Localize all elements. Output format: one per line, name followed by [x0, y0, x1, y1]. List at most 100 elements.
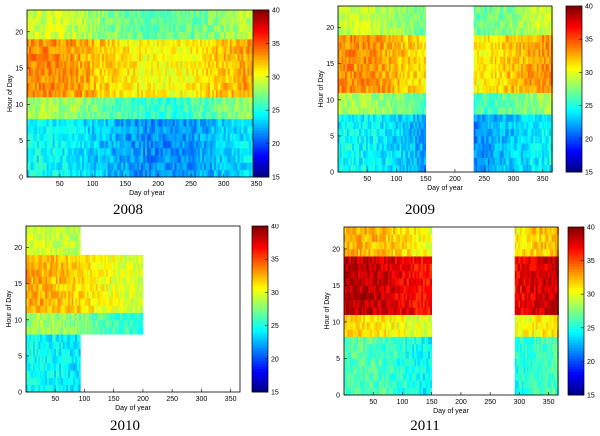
heatmap-cell — [186, 46, 189, 54]
heatmap-cell — [209, 75, 213, 83]
heatmap-cell — [62, 75, 65, 83]
heatmap-cell — [125, 31, 128, 40]
heatmap-cell — [346, 92, 349, 101]
heatmap-cell — [147, 89, 150, 98]
heatmap-cell — [237, 133, 240, 141]
heatmap-cell — [477, 128, 480, 137]
heatmap-cell — [64, 39, 67, 47]
heatmap-cell — [101, 75, 105, 83]
heatmap-cell — [143, 68, 146, 76]
heatmap-cell — [496, 92, 499, 101]
heatmap-cell — [498, 121, 501, 129]
heatmap-cell — [423, 114, 426, 122]
heatmap-cell — [423, 20, 426, 28]
heatmap-cell — [233, 111, 236, 120]
heatmap-cell — [68, 155, 71, 163]
heatmap-cell — [359, 121, 362, 129]
colorbar-tick-label: 35 — [272, 41, 280, 48]
heatmap-cell — [524, 42, 527, 50]
heatmap-cell — [186, 133, 189, 141]
heatmap-cell — [93, 46, 97, 54]
heatmap-cell — [52, 155, 55, 163]
heatmap-cell — [517, 135, 520, 144]
heatmap-cell — [343, 56, 346, 65]
heatmap-cell — [522, 27, 525, 36]
heatmap-cell — [485, 92, 488, 101]
heatmap-cell — [387, 27, 390, 36]
colorbar-segment — [253, 17, 269, 21]
heatmap-cell — [221, 111, 225, 120]
heatmap-cell — [373, 56, 376, 65]
heatmap-cell — [95, 118, 99, 127]
heatmap-cell — [371, 121, 374, 129]
heatmap-cell — [123, 162, 126, 171]
heatmap-cell — [103, 97, 106, 105]
heatmap-cell — [231, 39, 234, 47]
heatmap-cell — [86, 39, 89, 47]
heatmap-cell — [498, 78, 501, 86]
heatmap-cell — [406, 121, 409, 129]
heatmap-cell — [211, 46, 215, 54]
heatmap-cell — [369, 20, 372, 28]
heatmap-cell — [475, 13, 478, 21]
heatmap-cell — [510, 20, 513, 28]
heatmap-cell — [524, 92, 527, 101]
heatmap-cell — [489, 34, 492, 43]
heatmap-cell — [418, 56, 421, 65]
heatmap-cell — [190, 10, 193, 18]
heatmap-cell — [174, 140, 177, 149]
heatmap-cell — [42, 169, 46, 178]
heatmap-cell — [353, 13, 356, 21]
heatmap-cell — [188, 53, 191, 62]
heatmap-cell — [166, 133, 169, 141]
heatmap-cell — [364, 27, 367, 36]
heatmap-cell — [409, 20, 412, 28]
heatmap-cell — [28, 75, 32, 83]
heatmap-cell — [166, 46, 169, 54]
heatmap-cell — [227, 46, 230, 54]
heatmap-cell — [86, 97, 89, 105]
heatmap-cell — [397, 63, 400, 72]
heatmap-cell — [350, 114, 353, 122]
heatmap-cell — [168, 104, 171, 112]
heatmap-cell — [373, 6, 376, 14]
heatmap-cell — [517, 128, 520, 137]
heatmap-cell — [78, 126, 81, 134]
heatmap-cell — [180, 31, 183, 40]
heatmap-cell — [125, 118, 128, 127]
heatmap-cell — [249, 82, 252, 91]
heatmap-cell — [341, 143, 344, 151]
heatmap-cell — [355, 164, 358, 173]
heatmap-cell — [247, 75, 250, 83]
heatmap-cell — [97, 24, 101, 33]
heatmap-cell — [141, 111, 144, 120]
heatmap-cell — [64, 126, 67, 134]
heatmap-cell — [202, 118, 205, 127]
heatmap-cell — [237, 147, 240, 156]
heatmap-cell — [91, 169, 95, 178]
heatmap-cell — [475, 157, 478, 166]
heatmap-cell — [505, 99, 508, 108]
heatmap-cell — [190, 82, 193, 91]
heatmap-cell — [423, 135, 426, 144]
heatmap-cell — [117, 75, 120, 83]
heatmap-cell — [355, 20, 358, 28]
heatmap-cell — [491, 121, 494, 129]
heatmap-cell — [209, 97, 213, 105]
heatmap-cell — [129, 31, 132, 40]
heatmap-cell — [409, 13, 412, 21]
heatmap-cell — [348, 135, 351, 144]
heatmap-cell — [76, 97, 79, 105]
heatmap-cell — [376, 164, 379, 173]
heatmap-cell — [381, 99, 384, 108]
heatmap-cell — [362, 143, 365, 151]
heatmap-cell — [343, 164, 346, 173]
heatmap-cell — [182, 68, 185, 76]
heatmap-cell — [487, 135, 490, 144]
heatmap-cell — [137, 97, 140, 105]
heatmap-cell — [113, 68, 116, 76]
heatmap-cell — [174, 118, 177, 127]
heatmap-cell — [366, 135, 369, 144]
heatmap-cell — [127, 31, 130, 40]
heatmap-cell — [373, 157, 376, 166]
